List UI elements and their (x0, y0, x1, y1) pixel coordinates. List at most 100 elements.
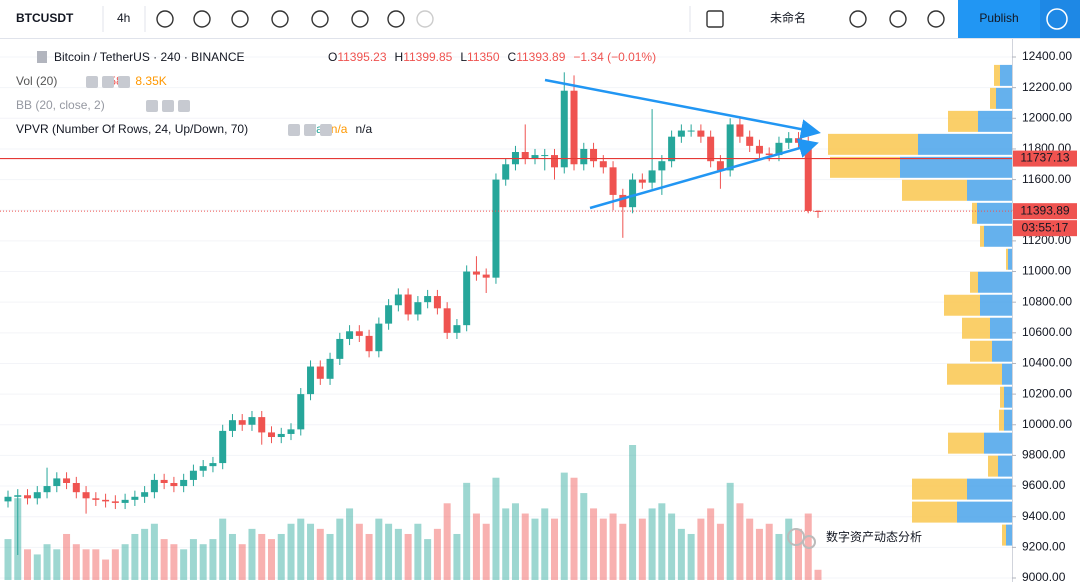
legend-button[interactable] (118, 76, 130, 88)
volume-bar (560, 472, 568, 580)
candle-body (453, 325, 461, 333)
tool-indicators[interactable] (231, 10, 249, 28)
volume-bar (599, 518, 607, 580)
candle-body (160, 479, 168, 483)
volume-bar (24, 549, 32, 580)
y-tick-label: 12400.00 (1022, 49, 1072, 63)
vpvr-up (1000, 64, 1012, 86)
candle-body (668, 136, 676, 162)
ohlc-value: 11393.89 (516, 50, 565, 64)
tool-btn[interactable] (849, 10, 867, 28)
legend-button[interactable] (162, 100, 174, 112)
legend-button[interactable] (102, 76, 114, 88)
vpvr-down (980, 225, 984, 247)
legend-button[interactable] (146, 100, 158, 112)
y-tick-label: 10600.00 (1022, 325, 1072, 339)
volume-bar (687, 533, 695, 580)
volume-bar (492, 477, 500, 580)
vpvr-up (918, 133, 1012, 155)
vpvr-down (948, 432, 984, 454)
tool-btn[interactable] (889, 10, 907, 28)
candle-body (316, 366, 324, 379)
candle-body (785, 138, 793, 143)
vol-name: Vol (20) (16, 74, 57, 88)
play-icon[interactable] (1046, 8, 1068, 30)
change: −1.34 (−0.01%) (573, 50, 656, 64)
tool-redo[interactable] (416, 10, 434, 28)
publish[interactable]: Publish (979, 11, 1018, 25)
candle-body (189, 470, 197, 480)
candle-body (346, 331, 354, 339)
candle-body (121, 499, 129, 503)
legend-button[interactable] (178, 100, 190, 112)
vpvr-down (944, 294, 980, 316)
tool-add[interactable] (193, 10, 211, 28)
tool-replay[interactable] (351, 10, 369, 28)
volume-bar (609, 513, 617, 580)
tool-candles[interactable] (156, 10, 174, 28)
candle-body (687, 130, 695, 132)
volume-bar (43, 544, 51, 580)
volume-bar (121, 544, 129, 580)
candle-body (482, 274, 490, 278)
volume-bar (746, 518, 754, 580)
wm-icon (802, 535, 816, 549)
y-tick-label: 9000.00 (1022, 570, 1066, 582)
candle-body (560, 90, 568, 168)
candle-body (199, 466, 207, 471)
volume-bar (277, 533, 285, 580)
vpvr-down (1000, 386, 1004, 408)
volume-bar (355, 523, 363, 580)
candle-body (570, 90, 578, 165)
layout-name[interactable]: 未命名 (770, 10, 806, 25)
legend-button[interactable] (320, 124, 332, 136)
volume-bar (365, 533, 373, 580)
tool-alert[interactable] (311, 10, 329, 28)
volume-bar (189, 539, 197, 580)
candle-body (170, 482, 178, 487)
vpvr-down (912, 501, 957, 523)
vpvr-up (990, 317, 1012, 339)
legend-button[interactable] (288, 124, 300, 136)
interval[interactable]: 4h (117, 11, 130, 25)
tool-btn[interactable] (927, 10, 945, 28)
candle-body (92, 498, 100, 500)
vpvr-down (1002, 524, 1006, 546)
vpvr-up (967, 478, 1012, 500)
volume-bar (141, 528, 149, 580)
volume-bar (511, 503, 519, 580)
y-tick-label: 12000.00 (1022, 110, 1072, 124)
legend-button[interactable] (86, 76, 98, 88)
volume-bar (63, 533, 71, 580)
volume-bar (102, 559, 110, 580)
vpvr-up (957, 501, 1012, 523)
y-tick-label: 11600.00 (1022, 172, 1071, 186)
candle-body (277, 433, 285, 438)
volume-bar (297, 518, 305, 580)
volume-bar (219, 518, 227, 580)
symbol[interactable]: BTCUSDT (16, 11, 74, 25)
vol-ma: 8.35K (135, 74, 166, 88)
volume-bar (551, 518, 559, 580)
candle-body (365, 335, 373, 352)
play-button[interactable] (1040, 0, 1080, 38)
volume-bar (619, 523, 627, 580)
tool-templates[interactable] (271, 10, 289, 28)
legend-button[interactable] (304, 124, 316, 136)
volume-bar (150, 523, 158, 580)
candle-body (209, 463, 217, 467)
volume-bar (228, 533, 236, 580)
tool-undo[interactable] (387, 10, 405, 28)
trend-line (544, 78, 821, 139)
candle-body (541, 155, 549, 157)
layout-button[interactable] (706, 10, 724, 28)
publish-button[interactable] (958, 0, 1040, 38)
candle-body (736, 124, 744, 137)
candle-body (755, 145, 763, 154)
vpvr-down (902, 179, 967, 201)
vpvr-up (1004, 409, 1012, 431)
candle-body (638, 179, 646, 183)
candle-body (82, 492, 90, 499)
volume-bar (482, 523, 490, 580)
candle-body (267, 432, 275, 438)
